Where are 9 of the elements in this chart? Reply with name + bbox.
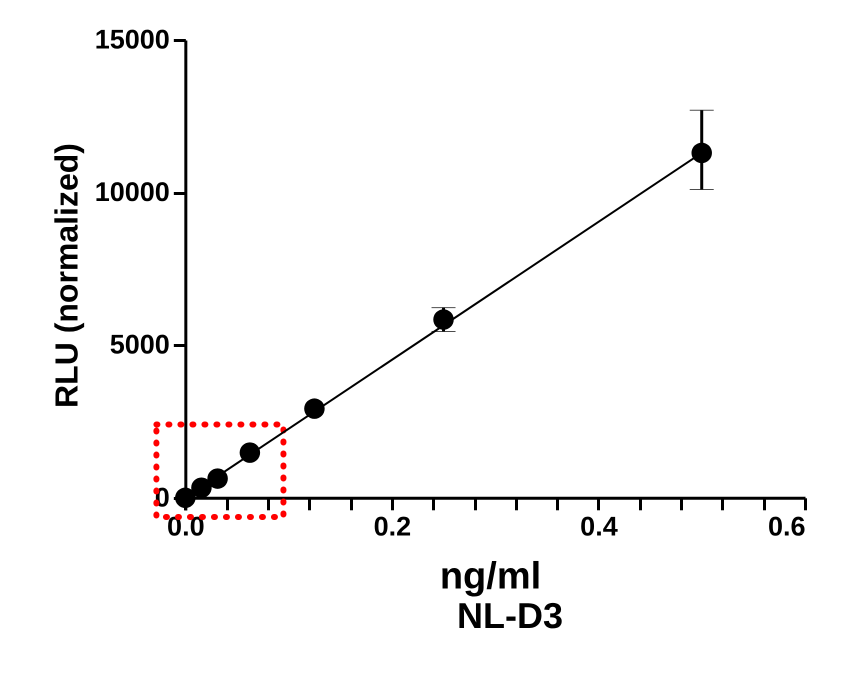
x-tick-label: 0.0 <box>167 511 205 542</box>
y-tick-label: 10000 <box>94 177 170 208</box>
y-tick-label: 5000 <box>110 330 170 360</box>
x-tick-label: 0.4 <box>580 511 618 542</box>
y-axis-title: RLU (normalized) <box>48 143 85 408</box>
y-tick-label: 15000 <box>94 24 170 54</box>
x-tick-label: 0.2 <box>374 511 412 542</box>
x-axis-title: ng/ml <box>440 555 542 598</box>
x-tick-label: 0.6 <box>768 511 806 542</box>
